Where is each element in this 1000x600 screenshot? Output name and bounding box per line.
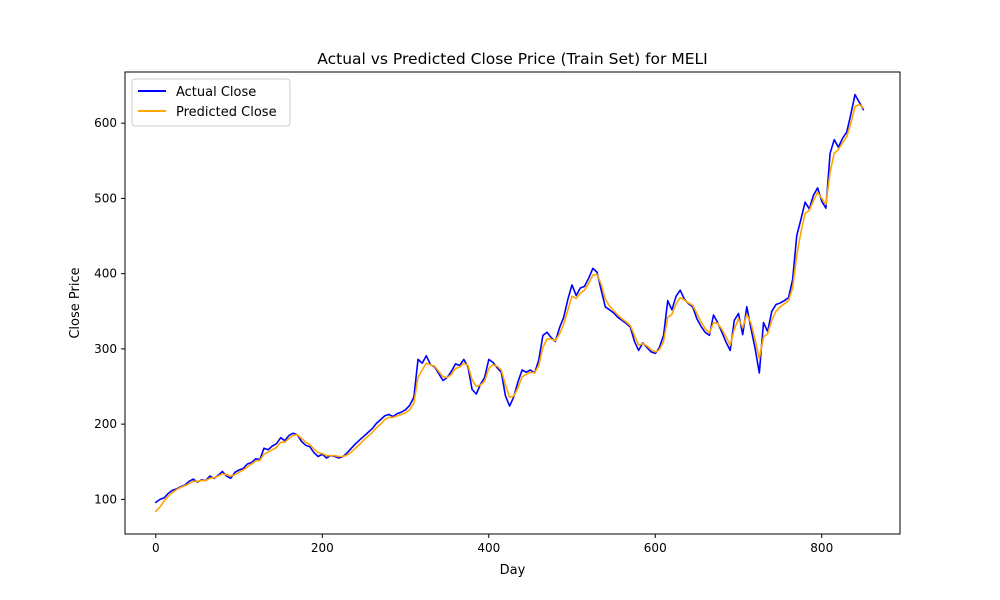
y-tick-label: 100 [94, 492, 117, 506]
legend-box [131, 78, 291, 127]
x-axis-label: Day [500, 563, 526, 578]
x-tick-label: 800 [810, 541, 833, 555]
chart-title: Actual vs Predicted Close Price (Train S… [317, 50, 707, 68]
y-tick-label: 400 [94, 267, 117, 281]
plot-frame [124, 71, 901, 535]
legend-label-actual-close: Actual Close [176, 85, 256, 100]
y-axis-ticks: 100 200 300 400 500 600 [94, 116, 125, 506]
legend-label-predicted-close: Predicted Close [176, 105, 277, 120]
x-tick-label: 600 [644, 541, 667, 555]
x-tick-label: 0 [152, 541, 160, 555]
x-axis-ticks: 0 200 400 600 800 [152, 534, 833, 555]
series-layer [155, 93, 865, 513]
y-tick-label: 300 [94, 342, 117, 356]
y-tick-label: 200 [94, 417, 117, 431]
series-line-predicted-close [155, 103, 865, 513]
x-tick-label: 200 [311, 541, 334, 555]
y-tick-label: 600 [94, 116, 117, 130]
legend: Actual Close Predicted Close [131, 78, 291, 127]
y-axis-label: Close Price [68, 267, 83, 338]
y-tick-label: 500 [94, 191, 117, 205]
x-tick-label: 400 [477, 541, 500, 555]
plot-area [125, 72, 900, 534]
